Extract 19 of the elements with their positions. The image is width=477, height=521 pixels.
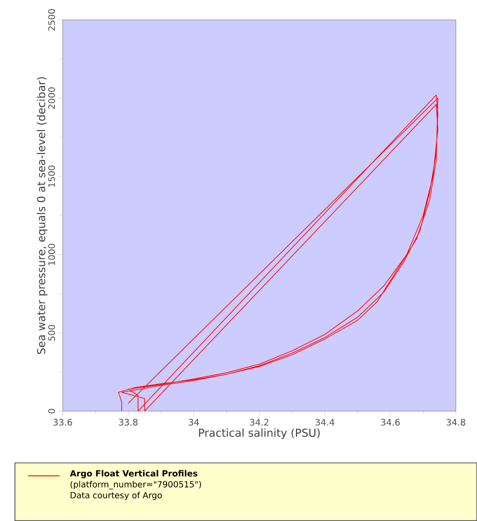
x-tick-label: 33.8 [118,418,138,426]
x-tick-label: 34 [188,418,199,426]
legend-label: Argo Float Vertical Profiles [70,470,198,478]
y-tick-label: 2000 [48,87,55,109]
x-tick-label: 34.6 [381,418,400,426]
text: (platform_number="7900515") [70,480,201,490]
x-tick-label: 34.8 [446,418,466,426]
line-series [118,94,438,412]
y-tick-label: 0 [48,408,55,414]
x-tick-label: 33.6 [53,418,72,426]
y-tick-label: 500 [48,324,55,341]
y-tick-label: 2500 [48,9,55,31]
y-axis-title: Sea water pressure, equals 0 at sea-level (decibar) [36,77,48,354]
text: Data courtesy of Argo [70,492,162,500]
y-tick-label: 1000 [48,244,55,265]
x-tick-label: 34.2 [250,418,268,426]
x-tick-label: 34.4 [315,418,334,426]
y-tick-label: 1500 [48,166,55,187]
x-axis-title: Practical salinity (PSU) [198,428,320,439]
